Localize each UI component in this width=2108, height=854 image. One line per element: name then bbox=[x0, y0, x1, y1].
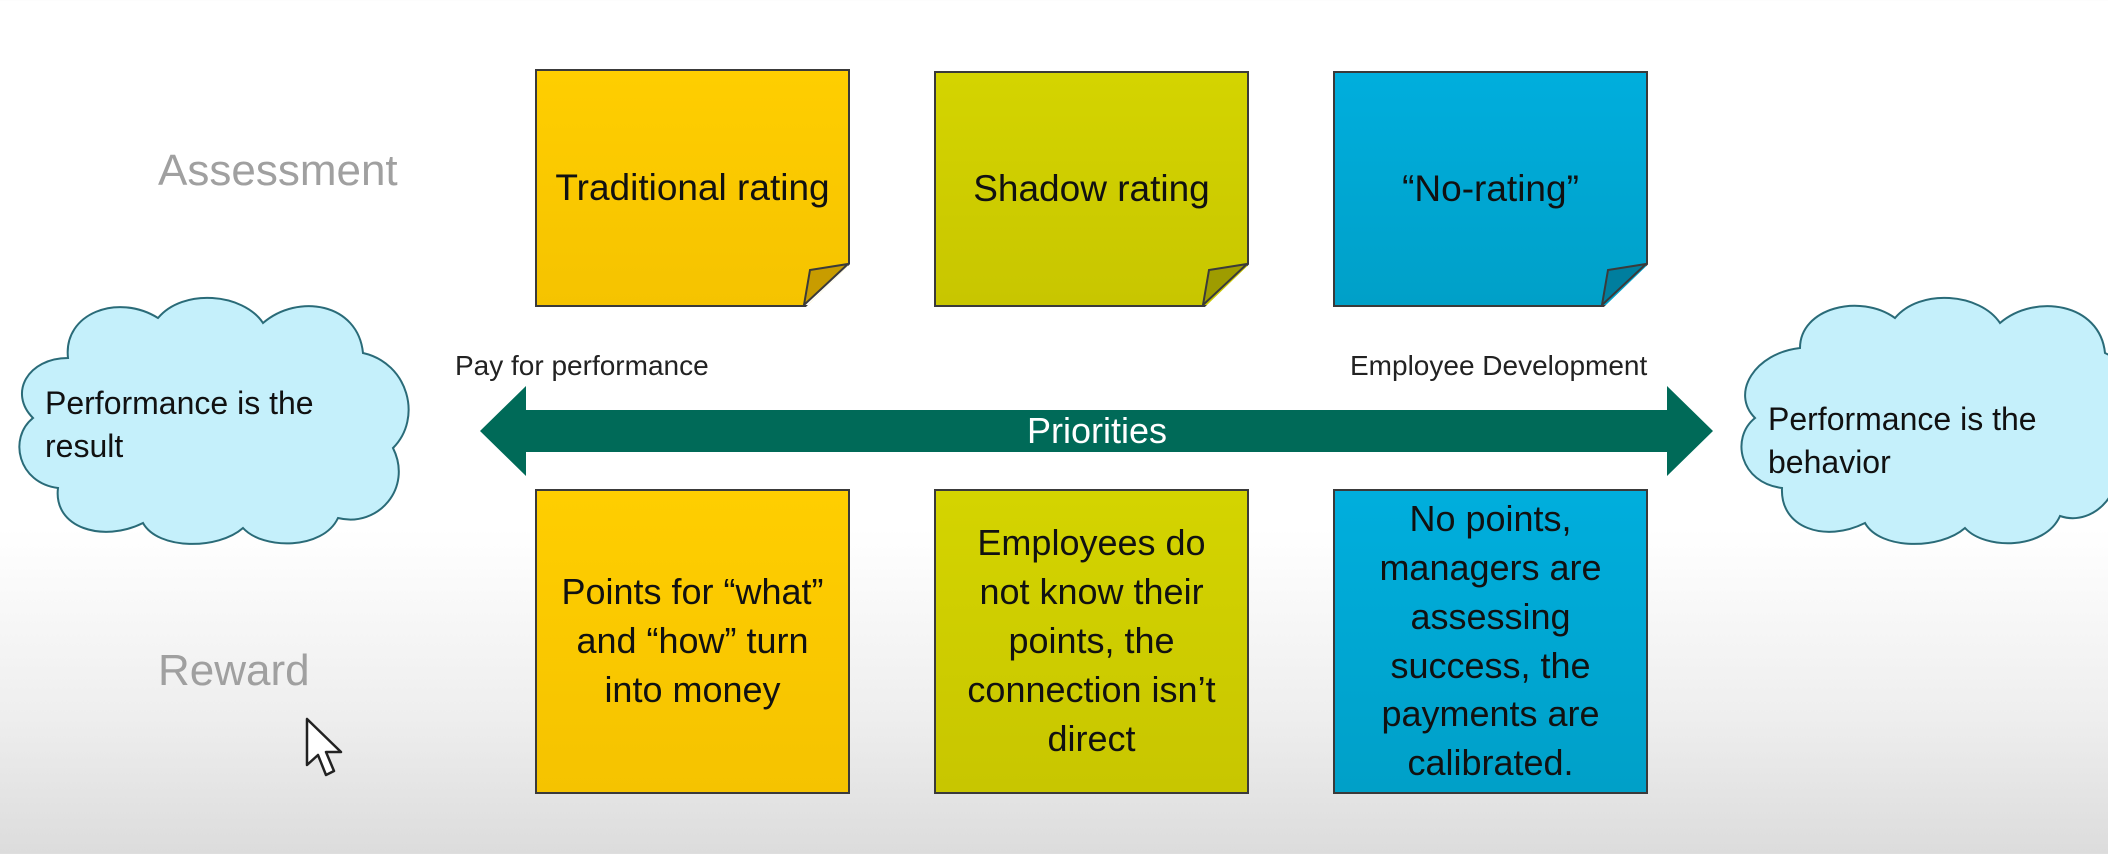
pay-for-performance-label: Pay for performance bbox=[455, 350, 709, 381]
reward-note-employees-do-not-know: Employees do not know their points, the … bbox=[934, 489, 1249, 794]
reward-row-label: Reward bbox=[158, 646, 310, 695]
employee-development-label: Employee Development bbox=[1350, 350, 1648, 381]
cloud-shape-left bbox=[18, 297, 410, 545]
reward-note-text: No points, managers are assessing succes… bbox=[1379, 497, 1602, 784]
assessment-row-label: Assessment bbox=[158, 146, 398, 195]
sticky-note-text: Traditional rating bbox=[555, 166, 830, 208]
sticky-note-shadow-rating: Shadow rating bbox=[934, 71, 1249, 307]
sticky-note-text: Shadow rating bbox=[973, 167, 1210, 209]
mouse-pointer-icon bbox=[305, 717, 343, 777]
page-curl-icon bbox=[802, 262, 850, 307]
reward-note-text: Employees do not know their points, the … bbox=[967, 522, 1216, 759]
priorities-double-arrow: Priorities bbox=[480, 386, 1713, 476]
page-curl-icon bbox=[1600, 262, 1648, 307]
sticky-note-text: “No-rating” bbox=[1402, 167, 1579, 209]
cloud-text-left: Performance is the result bbox=[45, 385, 314, 465]
reward-note-text: Points for “what” and “how” turn into mo… bbox=[561, 571, 824, 710]
page-curl-icon bbox=[1201, 262, 1249, 307]
reward-note-no-points: No points, managers are assessing succes… bbox=[1333, 489, 1648, 794]
sticky-note-no-rating: “No-rating” bbox=[1333, 71, 1648, 307]
sticky-note-traditional-rating: Traditional rating bbox=[535, 69, 850, 307]
cloud-shape-right bbox=[1740, 297, 2108, 545]
reward-note-points-for-what-and-how: Points for “what” and “how” turn into mo… bbox=[535, 489, 850, 794]
priorities-label: Priorities bbox=[1027, 410, 1167, 451]
cloud-text-right: Performance is the behavior bbox=[1768, 401, 2037, 481]
